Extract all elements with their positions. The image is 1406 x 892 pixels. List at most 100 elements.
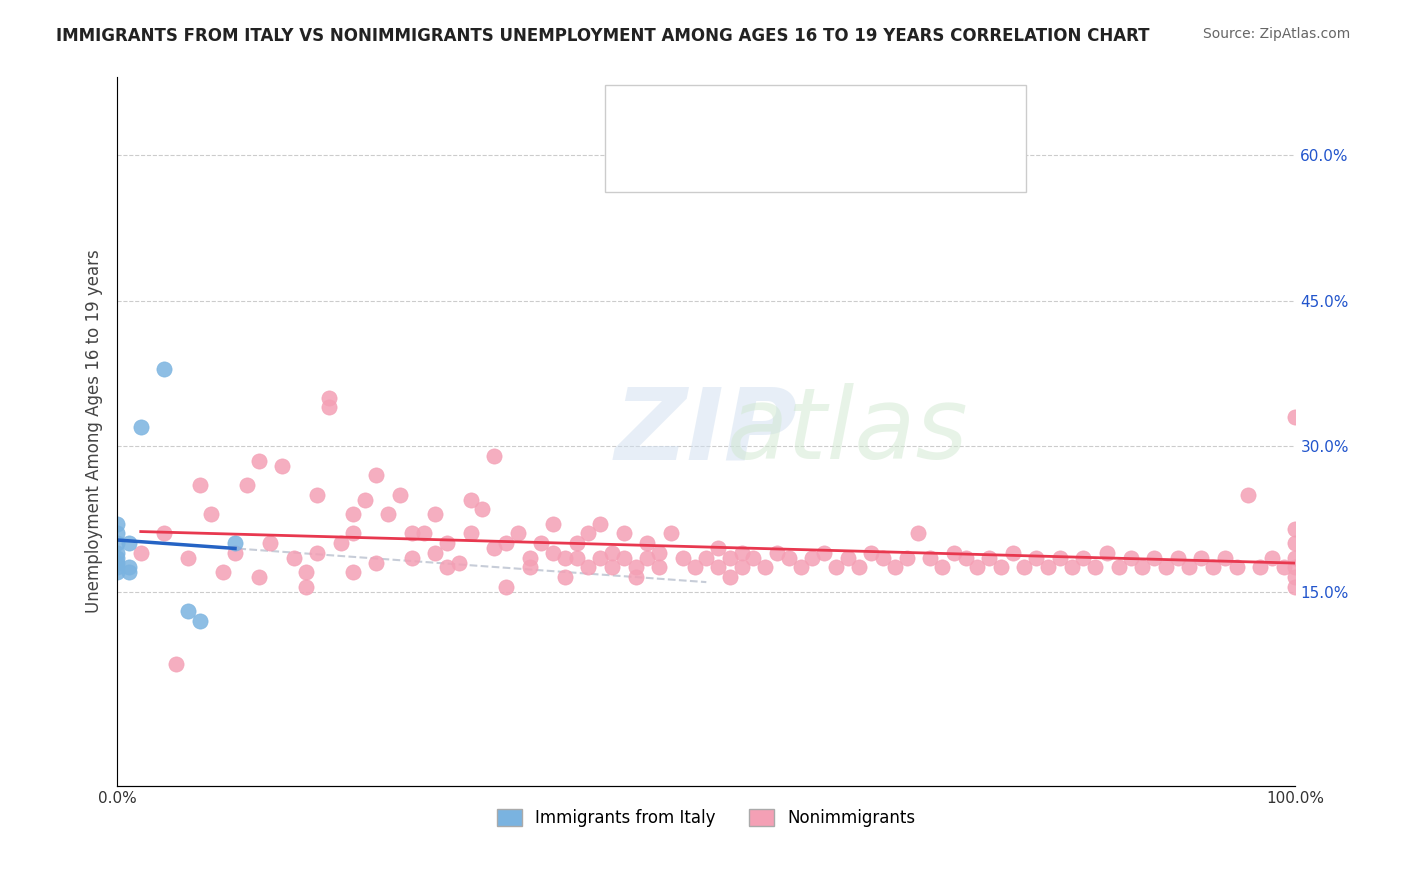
- Point: [731, 560, 754, 574]
- Point: [731, 546, 754, 560]
- Point: [1119, 550, 1142, 565]
- Point: [1084, 560, 1107, 574]
- Text: atlas: atlas: [727, 383, 969, 480]
- Point: [224, 536, 246, 550]
- Point: [1130, 560, 1153, 574]
- Point: [105, 560, 128, 574]
- Point: [425, 507, 447, 521]
- Point: [1284, 570, 1306, 584]
- Point: [1154, 560, 1177, 574]
- Point: [672, 550, 695, 565]
- Point: [353, 492, 375, 507]
- Point: [837, 550, 859, 565]
- Point: [1225, 560, 1247, 574]
- Point: [460, 492, 482, 507]
- Point: [1284, 550, 1306, 565]
- Point: [259, 536, 281, 550]
- Point: [883, 560, 905, 574]
- Point: [495, 580, 517, 594]
- Point: [896, 550, 918, 565]
- Point: [942, 546, 965, 560]
- Point: [1284, 410, 1306, 425]
- Point: [366, 468, 388, 483]
- Point: [425, 546, 447, 560]
- Point: [1049, 550, 1071, 565]
- Point: [165, 657, 187, 672]
- Point: [307, 488, 329, 502]
- Point: [153, 526, 176, 541]
- Point: [342, 526, 364, 541]
- Point: [636, 550, 658, 565]
- Point: [506, 526, 529, 541]
- Point: [955, 550, 977, 565]
- Point: [105, 550, 128, 565]
- Point: [105, 526, 128, 541]
- Point: [283, 550, 305, 565]
- Point: [589, 516, 612, 531]
- Point: [931, 560, 953, 574]
- Text: Source: ZipAtlas.com: Source: ZipAtlas.com: [1202, 27, 1350, 41]
- Point: [200, 507, 222, 521]
- Point: [271, 458, 294, 473]
- Point: [388, 488, 411, 502]
- Point: [848, 560, 870, 574]
- Point: [342, 507, 364, 521]
- Point: [801, 550, 824, 565]
- Point: [600, 546, 623, 560]
- Point: [530, 536, 553, 550]
- Point: [589, 550, 612, 565]
- Point: [1237, 488, 1260, 502]
- Point: [920, 550, 942, 565]
- Point: [118, 566, 141, 580]
- Point: [401, 550, 423, 565]
- Point: [1272, 560, 1295, 574]
- Point: [554, 550, 576, 565]
- Point: [707, 541, 730, 555]
- Point: [177, 550, 200, 565]
- Point: [907, 526, 929, 541]
- Legend: Immigrants from Italy, Nonimmigrants: Immigrants from Italy, Nonimmigrants: [491, 803, 922, 834]
- Text: R =  0.381  N =  16: R = 0.381 N = 16: [658, 109, 834, 127]
- Point: [318, 391, 340, 405]
- Point: [742, 550, 765, 565]
- Point: [613, 550, 636, 565]
- Point: [105, 536, 128, 550]
- Point: [636, 536, 658, 550]
- Point: [471, 502, 494, 516]
- Point: [1189, 550, 1212, 565]
- Point: [1284, 580, 1306, 594]
- Point: [1202, 560, 1225, 574]
- Point: [118, 560, 141, 574]
- Point: [648, 546, 671, 560]
- Text: IMMIGRANTS FROM ITALY VS NONIMMIGRANTS UNEMPLOYMENT AMONG AGES 16 TO 19 YEARS CO: IMMIGRANTS FROM ITALY VS NONIMMIGRANTS U…: [56, 27, 1150, 45]
- Point: [565, 550, 588, 565]
- Point: [1284, 522, 1306, 536]
- Point: [105, 546, 128, 560]
- Point: [294, 566, 316, 580]
- Point: [1001, 546, 1024, 560]
- Point: [247, 570, 270, 584]
- Point: [484, 449, 506, 463]
- Point: [778, 550, 800, 565]
- Point: [224, 546, 246, 560]
- Point: [412, 526, 434, 541]
- Point: [1014, 560, 1036, 574]
- Point: [860, 546, 883, 560]
- Point: [1167, 550, 1189, 565]
- Point: [247, 454, 270, 468]
- Point: [236, 478, 259, 492]
- Point: [188, 614, 211, 628]
- Point: [519, 560, 541, 574]
- Point: [377, 507, 399, 521]
- Point: [1143, 550, 1166, 565]
- Point: [519, 550, 541, 565]
- Point: [366, 556, 388, 570]
- Point: [718, 570, 741, 584]
- Point: [330, 536, 353, 550]
- Point: [718, 550, 741, 565]
- Point: [600, 560, 623, 574]
- Point: [212, 566, 235, 580]
- Point: [105, 556, 128, 570]
- Point: [1060, 560, 1083, 574]
- Point: [1249, 560, 1271, 574]
